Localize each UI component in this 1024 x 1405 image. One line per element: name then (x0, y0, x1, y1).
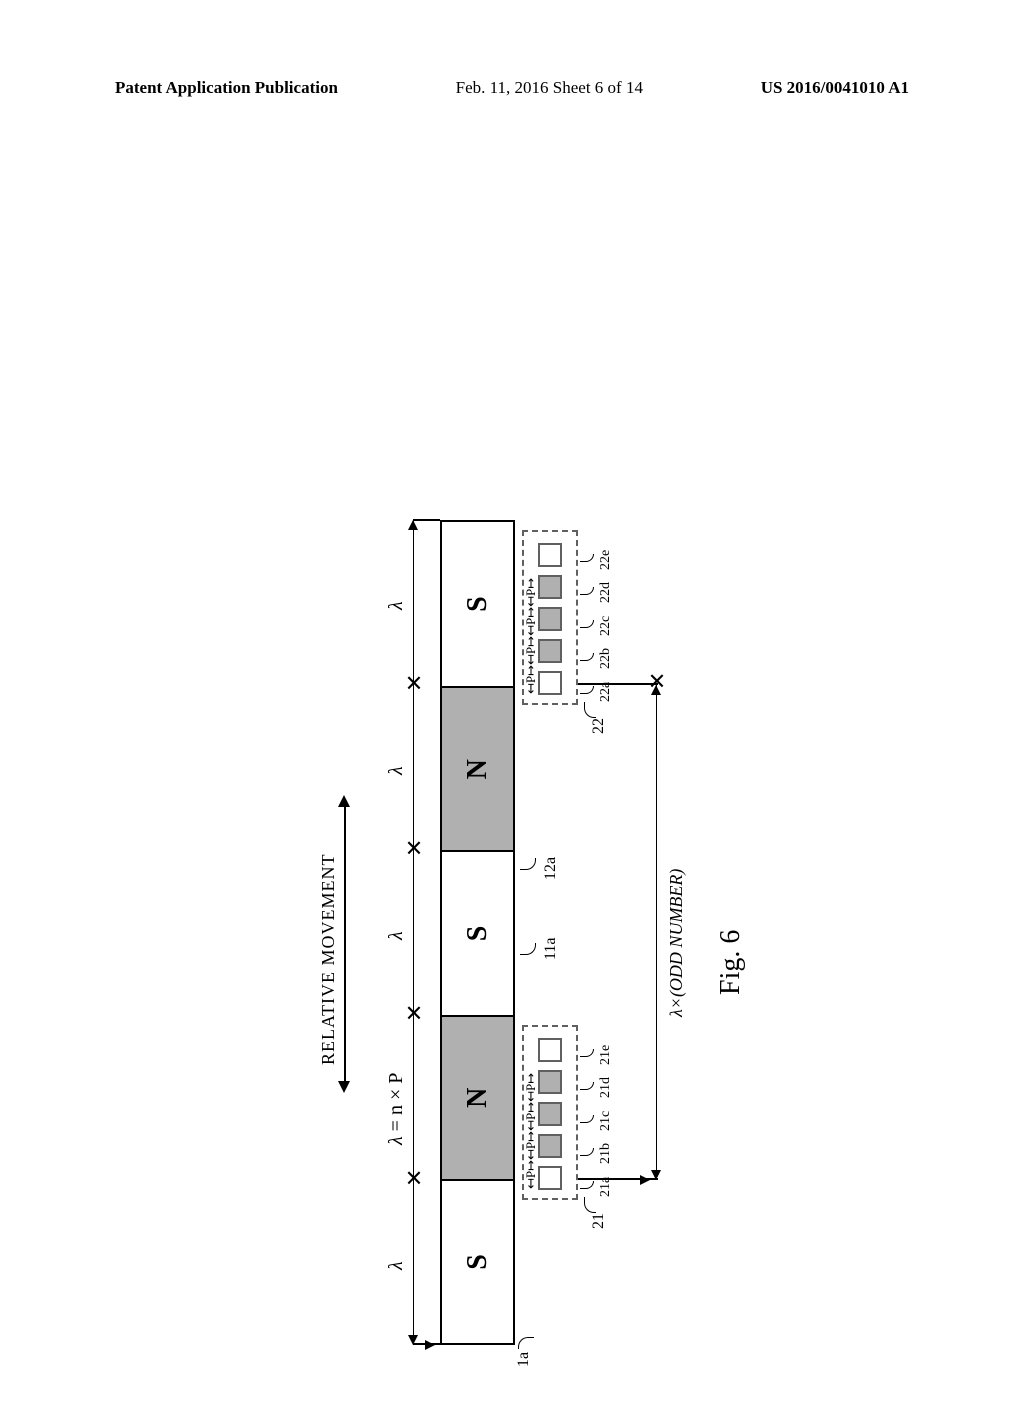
sensor-22b (538, 639, 562, 663)
pole-s: S (442, 850, 513, 1014)
pointer-curve (580, 587, 594, 595)
arrow-right-icon (338, 795, 350, 807)
pole-s: S (442, 522, 513, 686)
ref-12a-label: 12a (542, 857, 560, 880)
pointer-curve (580, 1148, 594, 1156)
sensor-22e (538, 543, 562, 567)
lambda-label-4: λ (385, 766, 408, 775)
pointer-curve (584, 1197, 596, 1213)
rotated-figure: RELATIVE MOVEMENT λ λ = n × P λ λ λ ✕ ✕ … (270, 425, 770, 1405)
sensor-label-22e: 22e (598, 550, 614, 570)
lambda-label-3: λ (385, 931, 408, 940)
x-mark-icon: ✕ (402, 839, 428, 857)
tick (413, 520, 440, 522)
x-mark-icon: ✕ (645, 672, 671, 690)
header-right: US 2016/0041010 A1 (761, 78, 909, 98)
pointer-curve (580, 653, 594, 661)
header-center: Feb. 11, 2016 Sheet 6 of 14 (456, 78, 643, 98)
pointer-curve (580, 620, 594, 628)
x-mark-icon: ✕ (402, 1169, 428, 1187)
x-mark-icon: ✕ (402, 674, 428, 692)
pointer-curve (580, 554, 594, 562)
lambda-eq-label: λ = n × P (385, 1073, 408, 1145)
dim-line-5 (413, 520, 414, 685)
ref-11a-label: 11a (542, 937, 560, 960)
x-mark-icon: ✕ (402, 1004, 428, 1022)
ref-1a-label: 1a (515, 1352, 533, 1367)
sensor-21d (538, 1070, 562, 1094)
sensor-21a (538, 1166, 562, 1190)
pointer-curve (580, 1115, 594, 1123)
figure-caption: Fig. 6 (715, 930, 747, 995)
group-22-label: 22 (590, 718, 608, 734)
magnet-strip: S N S N S (440, 520, 515, 1345)
sensor-label-21b: 21b (598, 1143, 614, 1164)
pointer-curve (518, 1337, 534, 1349)
figure-container: RELATIVE MOVEMENT λ λ = n × P λ λ λ ✕ ✕ … (270, 175, 770, 1155)
dim-line-4 (413, 685, 414, 850)
pointer-curve (580, 1049, 594, 1057)
pointer-curve (584, 702, 596, 718)
dim-arrow (408, 520, 418, 530)
dim-arrow-down (425, 1340, 435, 1350)
relative-movement-arrow (344, 805, 346, 1085)
tick (413, 1344, 440, 1346)
sensor-21b (538, 1134, 562, 1158)
sensor-label-21c: 21c (598, 1111, 614, 1131)
header-left: Patent Application Publication (115, 78, 338, 98)
dim-line-1 (413, 1180, 414, 1345)
group-21-label: 21 (590, 1213, 608, 1229)
sensor-22d (538, 575, 562, 599)
pole-n: N (442, 1015, 513, 1179)
page-header: Patent Application Publication Feb. 11, … (0, 78, 1024, 98)
dim-line-2 (413, 1015, 414, 1180)
p-dim: ↤P↦↤P↦↤P↦↤P↦ (523, 1073, 539, 1189)
arrow-left-icon (338, 1081, 350, 1093)
pointer-curve (520, 858, 536, 870)
lower-dim-line (656, 685, 657, 1180)
pointer-curve (580, 686, 594, 694)
pointer-curve (580, 1181, 594, 1189)
pole-n: N (442, 686, 513, 850)
sensor-21c (538, 1102, 562, 1126)
lambda-label-1: λ (385, 1261, 408, 1270)
pole-s: S (442, 1179, 513, 1343)
pointer-curve (520, 943, 536, 955)
sensor-22a (538, 671, 562, 695)
sensor-label-22d: 22d (598, 582, 614, 603)
dim-arrow-down (640, 1175, 650, 1185)
sensor-label-21d: 21d (598, 1077, 614, 1098)
p-dim: ↤P↦↤P↦↤P↦↤P↦ (523, 578, 539, 694)
sensor-22c (538, 607, 562, 631)
sensor-label-22c: 22c (598, 616, 614, 636)
sensor-label-22b: 22b (598, 648, 614, 669)
lambda-label-5: λ (385, 601, 408, 610)
lower-dim-label: λ×(ODD NUMBER) (666, 869, 687, 1017)
pointer-curve (580, 1082, 594, 1090)
sensor-21e (538, 1038, 562, 1062)
dim-line-3 (413, 850, 414, 1015)
sensor-label-21e: 21e (598, 1045, 614, 1065)
relative-movement-label: RELATIVE MOVEMENT (318, 854, 339, 1065)
